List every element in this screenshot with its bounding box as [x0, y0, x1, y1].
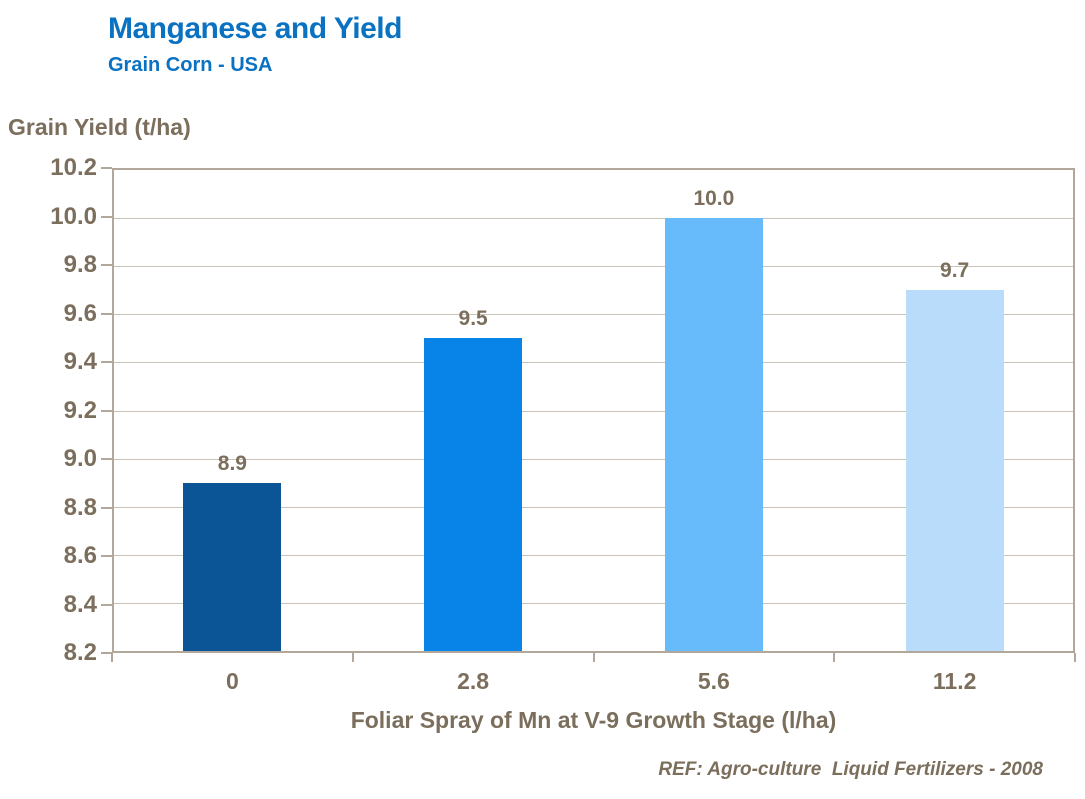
- y-tick-mark: [101, 458, 112, 460]
- y-tick-label: 8.8: [63, 493, 97, 521]
- x-tick-mark: [833, 653, 836, 662]
- plot-area: 8.9 9.5 10.0 9.7: [112, 168, 1075, 653]
- y-tick-mark: [101, 215, 112, 218]
- x-axis-title: Foliar Spray of Mn at V-9 Growth Stage (…: [350, 707, 837, 733]
- y-tick-label: 9.6: [63, 299, 97, 327]
- x-tick-label: 2.8: [457, 668, 490, 694]
- gridline: [114, 266, 1073, 268]
- y-tick-label: 8.4: [63, 590, 97, 618]
- reference-text: REF: Agro-culture Liquid Fertilizers - 2…: [658, 759, 1043, 780]
- y-tick-label: 8.6: [63, 542, 97, 569]
- y-tick-label: 9.0: [63, 445, 97, 472]
- gridline: [114, 554, 1073, 556]
- x-tick-mark: [351, 653, 354, 662]
- y-tick-mark: [101, 312, 112, 315]
- bar-value-label: 10.0: [693, 187, 735, 211]
- x-tick-label: 11.2: [932, 668, 977, 694]
- x-tick-mark: [111, 653, 113, 662]
- x-tick-mark: [1074, 653, 1076, 662]
- y-tick-label: 9.8: [63, 251, 97, 278]
- gridline: [114, 506, 1073, 508]
- y-tick-label: 10.2: [50, 154, 97, 181]
- y-tick-label: 10.0: [50, 202, 97, 230]
- y-axis-title: Grain Yield (t/ha): [8, 114, 191, 140]
- y-tick-label: 9.2: [63, 396, 97, 424]
- y-tick-mark: [101, 409, 112, 412]
- y-tick-label: 9.4: [63, 348, 97, 375]
- x-tick-label: 0: [225, 668, 239, 694]
- bar-value-label: 8.9: [217, 451, 247, 475]
- x-tick-mark: [592, 653, 595, 662]
- y-tick-mark: [101, 506, 112, 509]
- x-tick-label: 5.6: [697, 668, 730, 694]
- bar-2.8: [424, 338, 523, 651]
- bar-11.2: [905, 290, 1004, 651]
- gridline: [114, 362, 1073, 364]
- y-tick-mark: [101, 167, 112, 169]
- chart-subtitle: Grain Corn - USA: [108, 54, 273, 76]
- bar-5.6: [664, 218, 763, 651]
- bar-value-label: 9.7: [940, 259, 970, 283]
- y-tick-mark: [101, 264, 112, 266]
- y-tick-mark: [101, 603, 112, 606]
- bar-value-label: 9.5: [458, 307, 488, 331]
- gridline: [114, 410, 1073, 412]
- gridline: [114, 314, 1073, 316]
- y-tick-mark: [101, 361, 112, 363]
- gridline: [114, 602, 1073, 604]
- gridline: [114, 218, 1073, 220]
- y-tick-mark: [101, 555, 112, 557]
- bar-0: [183, 482, 282, 651]
- y-tick-mark: [101, 652, 112, 654]
- gridline: [114, 458, 1073, 460]
- y-tick-label: 8.2: [63, 639, 97, 666]
- chart-title: Manganese and Yield: [108, 12, 402, 45]
